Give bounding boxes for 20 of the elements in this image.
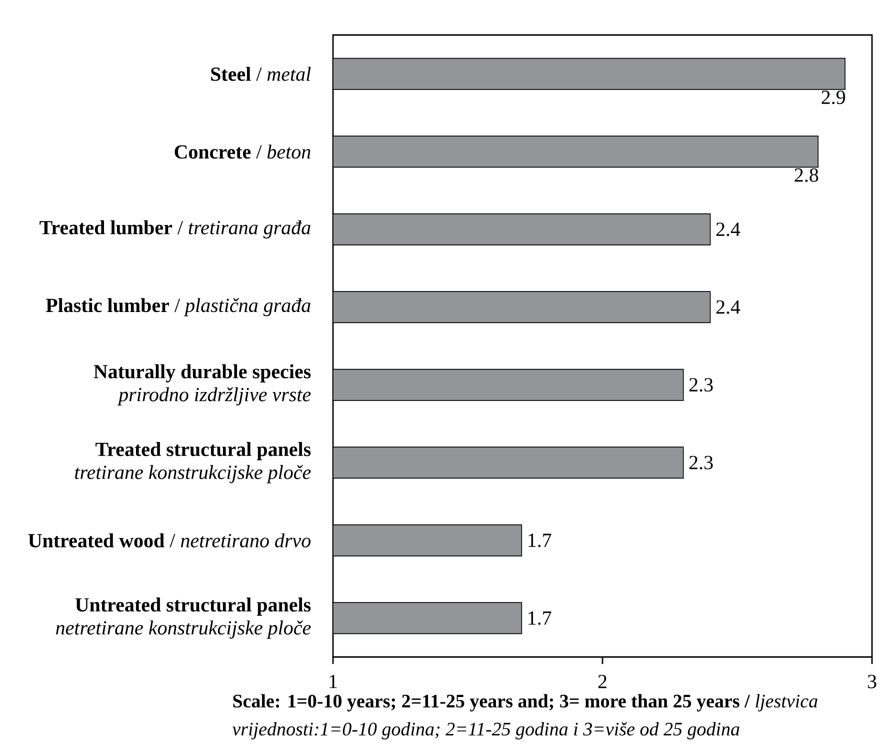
text: Scale: 1=0-10 years; 2=11-25 years and; 3= more than 25 years / ljestvica vrijednosti:1=0-10 godina; 2=11-25 godina i 3=više od 25 godina — [232, 694, 818, 740]
data-label: 2.3 — [689, 456, 713, 470]
y-tick-label: Naturally durable species prirodno izdržljive vrste — [94, 364, 311, 406]
y-tick-label: Plastic lumber / plastična građa — [46, 298, 310, 316]
data-label: 1.7 — [528, 611, 552, 625]
y-tick-label: Untreated structural panels netretirane konstrukcijske ploče — [56, 598, 311, 639]
data-label: 2.8 — [794, 168, 818, 182]
y-tick-label: Concrete / beton — [174, 144, 310, 159]
x-tick-label: 3 — [868, 674, 876, 688]
data-label: 1.7 — [528, 534, 552, 548]
y-tick-label: Steel / metal — [211, 66, 311, 81]
y-tick-label: Treated lumber / tretirana građa — [40, 220, 310, 238]
data-label: 2.4 — [716, 300, 740, 314]
x-tick-label: 1 — [330, 674, 337, 688]
data-label: 2.3 — [689, 378, 713, 392]
x-tick-label: 2 — [598, 674, 606, 688]
y-tick-label: Untreated wood / netretirano drvo — [28, 533, 311, 548]
data-label: 2.9 — [822, 90, 846, 104]
y-tick-label: Treated structural panels tretirane konstrukcijske ploče — [75, 442, 311, 484]
data-label: 2.4 — [716, 222, 740, 236]
